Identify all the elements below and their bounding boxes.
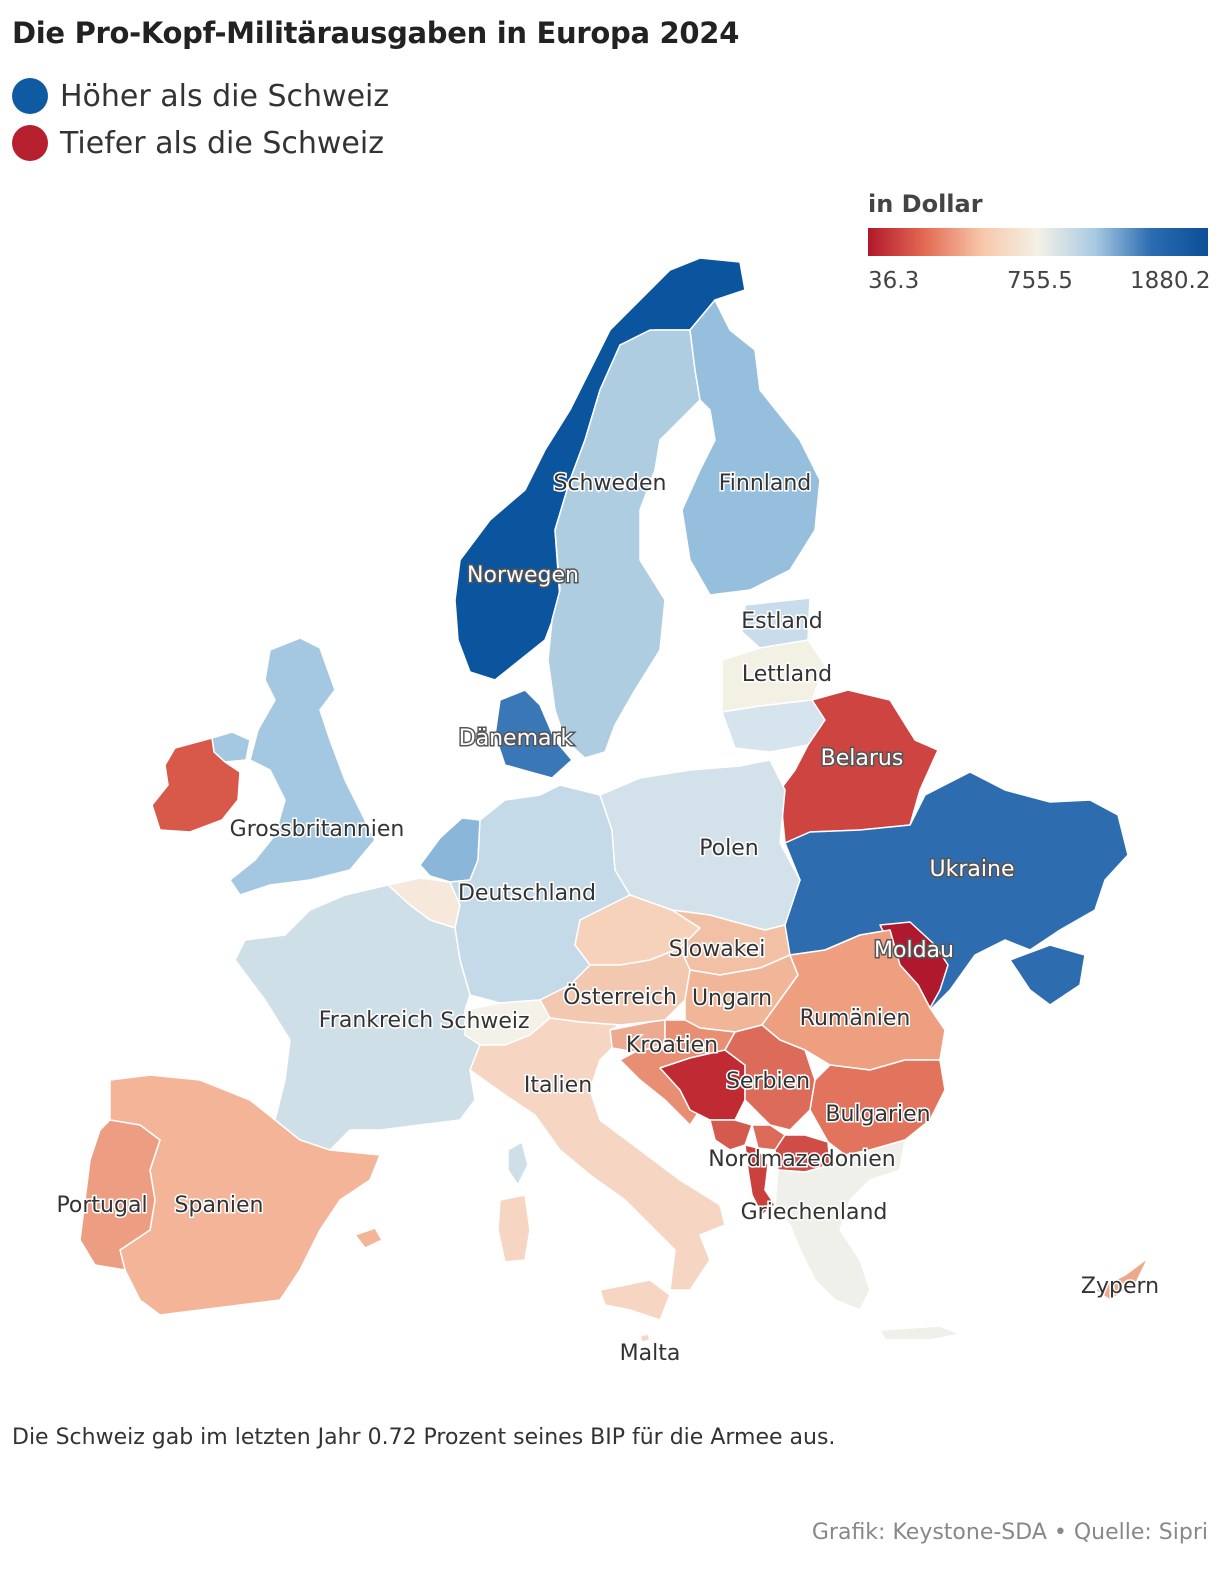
label-north-macedonia: Nordmazedonien <box>708 1147 896 1172</box>
label-croatia: Kroatien <box>626 1033 718 1058</box>
country-sweden <box>547 329 701 759</box>
country-france-corsica <box>507 1141 529 1186</box>
footnote: Die Schweiz gab im letzten Jahr 0.72 Pro… <box>12 1425 836 1450</box>
label-portugal: Portugal <box>56 1193 147 1218</box>
country-spain-balearic <box>354 1227 383 1249</box>
color-scale-title: in Dollar <box>868 190 983 218</box>
color-scale-min: 36.3 <box>868 268 920 294</box>
label-uk: Grossbritannien <box>230 817 405 842</box>
label-norway: Norwegen <box>467 563 579 588</box>
country-greece <box>774 1139 906 1311</box>
legend-lower-dot <box>12 125 48 161</box>
label-cyprus: Zypern <box>1081 1274 1159 1299</box>
label-france: Frankreich <box>319 1008 434 1033</box>
label-austria: Österreich <box>563 984 677 1010</box>
color-scale-bar <box>868 228 1208 256</box>
country-france <box>234 884 481 1151</box>
legend-higher-label: Höher als die Schweiz <box>60 78 390 114</box>
country-bulgaria <box>809 1059 946 1156</box>
country-malta <box>639 1333 651 1343</box>
country-uk <box>229 637 376 896</box>
country-italy-sardinia <box>497 1194 531 1263</box>
label-germany: Deutschland <box>458 881 596 906</box>
label-poland: Polen <box>699 836 759 861</box>
country-denmark <box>494 689 573 779</box>
label-belarus: Belarus <box>821 746 904 771</box>
country-italy <box>469 1017 726 1291</box>
label-slovakia: Slowakei <box>669 937 766 962</box>
country-greece-crete <box>879 1325 961 1341</box>
color-scale-max: 1880.2 <box>1130 268 1211 294</box>
country-netherlands <box>419 817 481 883</box>
label-italy: Italien <box>524 1073 592 1098</box>
label-sweden: Schweden <box>554 471 667 496</box>
label-romania: Rumänien <box>800 1006 911 1031</box>
legend-lower-label: Tiefer als die Schweiz <box>60 125 384 161</box>
country-ireland <box>151 737 241 833</box>
europe-map: Schweden Finnland Norwegen Estland Lettl… <box>55 257 1161 1368</box>
label-latvia: Lettland <box>742 662 832 687</box>
label-ukraine: Ukraine <box>930 857 1015 882</box>
source-credit: Grafik: Keystone-SDA • Quelle: Sipri <box>811 1520 1208 1545</box>
label-serbia: Serbien <box>726 1069 810 1094</box>
country-cyprus <box>1094 1257 1149 1301</box>
label-switzerland: Schweiz <box>440 1009 529 1034</box>
label-spain: Spanien <box>175 1193 264 1218</box>
country-italy-sicily <box>599 1279 671 1321</box>
legend-higher-dot <box>12 78 48 114</box>
label-denmark: Dänemark <box>459 726 574 751</box>
label-hungary: Ungarn <box>692 986 772 1011</box>
country-portugal <box>79 1119 161 1271</box>
label-malta: Malta <box>620 1341 681 1366</box>
label-estonia: Estland <box>741 609 823 634</box>
label-greece: Griechenland <box>741 1200 888 1225</box>
country-bosnia <box>659 1049 746 1121</box>
label-moldova: Moldau <box>874 938 954 963</box>
color-scale-mid: 755.5 <box>1007 268 1073 294</box>
label-bulgaria: Bulgarien <box>825 1102 930 1127</box>
label-finland: Finnland <box>719 471 812 496</box>
legend-lower: Tiefer als die Schweiz <box>12 125 384 161</box>
country-finland <box>681 299 821 596</box>
chart-title: Die Pro-Kopf-Militärausgaben in Europa 2… <box>12 16 740 50</box>
legend-higher: Höher als die Schweiz <box>12 78 389 114</box>
country-ukraine-crimea <box>1009 944 1086 1006</box>
